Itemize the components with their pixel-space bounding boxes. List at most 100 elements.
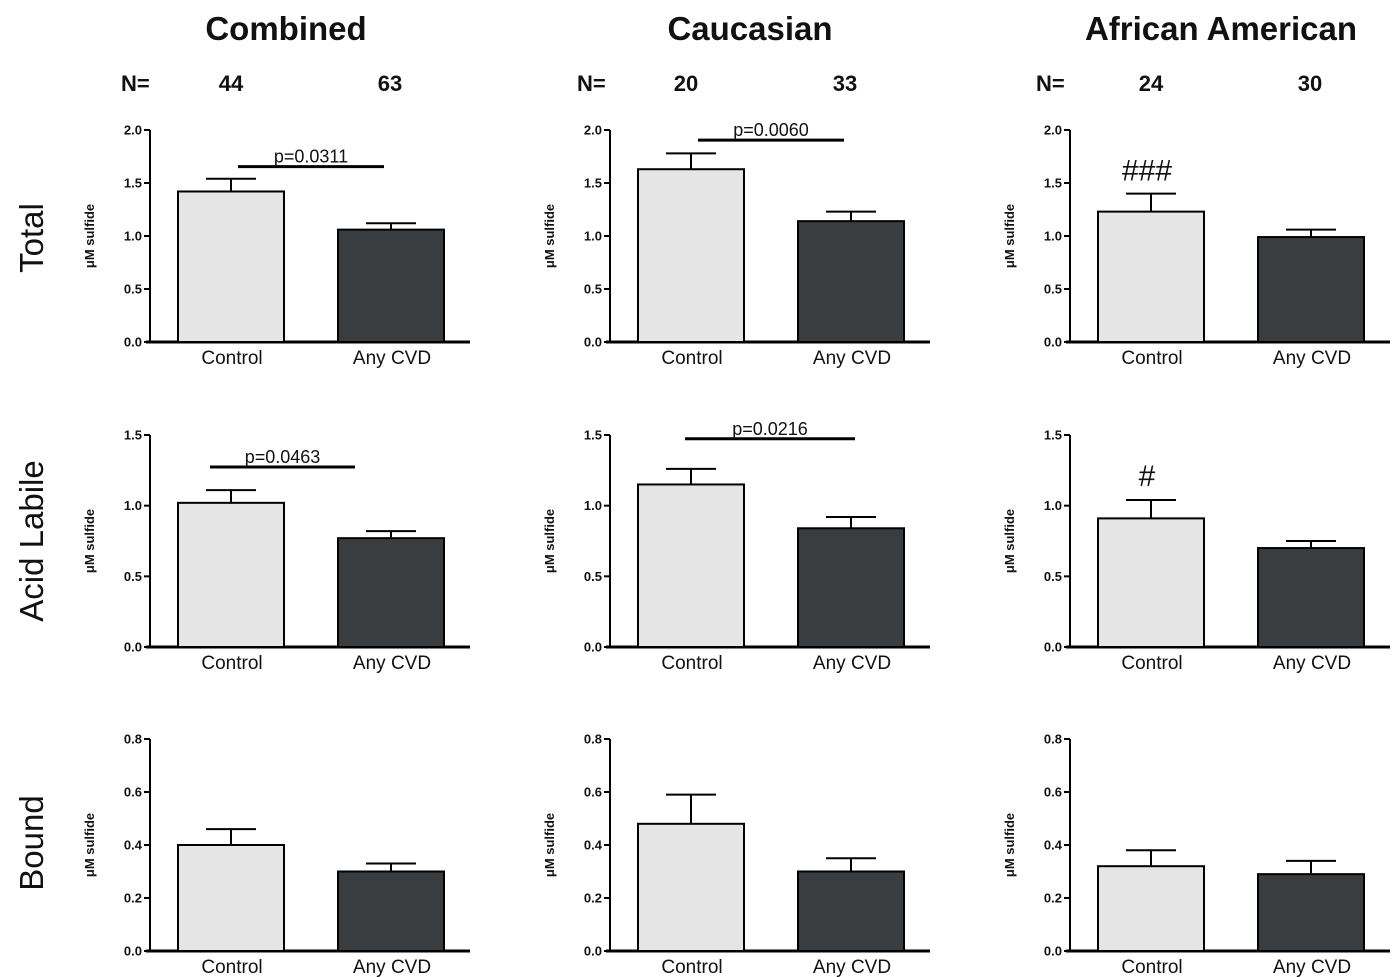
panel-acid-labile-caucasian: 0.0 0.5 1.0 1.5 μM sulfide Control Any CVD p=0.… <box>542 419 930 674</box>
y-tick-label: 1.0 <box>1044 498 1062 513</box>
category-label: Any CVD <box>813 653 891 674</box>
bar-control <box>1097 865 1205 953</box>
category-label: Control <box>201 957 262 977</box>
y-tick-label: 1.5 <box>584 176 602 191</box>
y-tick-label: 1.0 <box>124 229 142 244</box>
bar-any-cvd <box>797 220 905 343</box>
panel-total-combined: 0.0 0.5 1.0 1.5 2.0 μM sulfide Control Any CVD p… <box>82 123 470 369</box>
y-axis-label: μM sulfide <box>542 204 557 268</box>
y-tick-label: 1.5 <box>1044 176 1062 191</box>
y-tick-label: 0.8 <box>584 732 602 747</box>
category-label: Control <box>1121 957 1182 977</box>
y-tick-label: 1.0 <box>584 229 602 244</box>
n-label: N= <box>1036 71 1065 96</box>
n-count-any-cvd: 33 <box>833 71 857 96</box>
p-value-label: p=0.0311 <box>274 147 348 167</box>
bar-any-cvd <box>797 870 905 952</box>
y-tick-label: 0.0 <box>124 335 142 350</box>
y-tick-label: 0.4 <box>584 838 603 853</box>
category-label: Any CVD <box>813 348 891 369</box>
y-tick-label: 0.5 <box>584 569 602 584</box>
category-label: Control <box>201 348 262 369</box>
bar-control <box>177 501 285 648</box>
y-tick-label: 0.6 <box>584 785 602 800</box>
y-tick-label: 1.0 <box>1044 229 1062 244</box>
y-tick-label: 0.2 <box>584 891 602 906</box>
bar-control <box>637 483 745 649</box>
y-tick-label: 2.0 <box>584 123 602 138</box>
y-axis-label: μM sulfide <box>542 813 557 877</box>
y-tick-label: 0.5 <box>124 282 142 297</box>
y-tick-label: 0.0 <box>1044 335 1062 350</box>
n-label: N= <box>121 71 150 96</box>
category-label: Any CVD <box>353 957 431 977</box>
y-tick-label: 0.8 <box>124 732 142 747</box>
y-tick-label: 0.0 <box>584 944 602 959</box>
n-count-any-cvd: 30 <box>1298 71 1322 96</box>
y-tick-label: 1.5 <box>584 428 602 443</box>
category-label: Any CVD <box>1273 653 1351 674</box>
panel-acid-labile-african-american: 0.0 0.5 1.0 1.5 μM sulfide Control Any CVD # <box>1002 428 1390 674</box>
y-tick-label: 0.2 <box>124 891 142 906</box>
y-axis-label: μM sulfide <box>1002 813 1017 877</box>
panel-total-african-american: 0.0 0.5 1.0 1.5 2.0 μM sulfide Control Any CVD #… <box>1002 123 1390 369</box>
panel-acid-labile-combined: 0.0 0.5 1.0 1.5 μM sulfide Control Any CVD p=0.… <box>82 428 470 674</box>
y-tick-label: 0.4 <box>1044 838 1063 853</box>
category-label: Control <box>201 653 262 674</box>
row-label-acid-labile: Acid Labile <box>13 460 50 621</box>
y-tick-label: 1.0 <box>584 498 602 513</box>
y-tick-label: 0.2 <box>1044 891 1062 906</box>
panel-bound-combined: 0.0 0.2 0.4 0.6 0.8 μM sulfide Control Any CVD <box>82 732 470 977</box>
bar-any-cvd <box>1257 236 1365 343</box>
category-label: Control <box>661 348 722 369</box>
column-title-african-american: African American <box>1085 10 1357 47</box>
y-tick-label: 0.6 <box>1044 785 1062 800</box>
category-label: Any CVD <box>1273 348 1351 369</box>
panel-bound-caucasian: 0.0 0.2 0.4 0.6 0.8 μM sulfide Control Any CVD <box>542 732 930 977</box>
bar-any-cvd <box>1257 547 1365 648</box>
y-tick-label: 0.0 <box>124 944 142 959</box>
panels: 0.0 0.5 1.0 1.5 2.0 μM sulfide Control Any CVD p… <box>82 120 1390 977</box>
y-axis-label: μM sulfide <box>82 509 97 573</box>
y-tick-label: 1.5 <box>124 428 142 443</box>
y-tick-label: 0.5 <box>1044 282 1062 297</box>
n-count-control: 24 <box>1139 71 1164 96</box>
y-tick-label: 1.5 <box>124 176 142 191</box>
category-label: Any CVD <box>353 653 431 674</box>
bar-any-cvd <box>337 537 445 649</box>
panel-bound-african-american: 0.0 0.2 0.4 0.6 0.8 μM sulfide Control Any CVD <box>1002 732 1390 977</box>
n-count-control: 44 <box>219 71 244 96</box>
y-tick-label: 0.5 <box>584 282 602 297</box>
category-label: Any CVD <box>813 957 891 977</box>
y-tick-label: 2.0 <box>1044 123 1062 138</box>
n-label: N= <box>577 71 606 96</box>
y-tick-label: 1.5 <box>1044 428 1062 443</box>
category-label: Any CVD <box>353 348 431 369</box>
column-title-combined: Combined <box>205 10 366 47</box>
p-value-label: p=0.0060 <box>733 120 809 140</box>
panel-total-caucasian: 0.0 0.5 1.0 1.5 2.0 μM sulfide Control Any CVD p… <box>542 120 930 369</box>
bar-any-cvd <box>1257 873 1365 953</box>
y-tick-label: 2.0 <box>124 123 142 138</box>
y-tick-label: 0.8 <box>1044 732 1062 747</box>
category-label: Control <box>661 957 722 977</box>
y-tick-label: 1.0 <box>124 498 142 513</box>
y-axis-label: μM sulfide <box>1002 204 1017 268</box>
y-tick-label: 0.0 <box>584 640 602 655</box>
y-tick-label: 0.5 <box>1044 569 1062 584</box>
n-count-any-cvd: 63 <box>378 71 402 96</box>
y-axis-label: μM sulfide <box>82 204 97 268</box>
p-value-label: p=0.0216 <box>732 419 808 439</box>
bar-control <box>637 168 745 343</box>
category-label: Control <box>1121 653 1182 674</box>
bar-control <box>177 190 285 343</box>
y-axis-label: μM sulfide <box>542 509 557 573</box>
significance-mark: # <box>1139 460 1156 493</box>
y-tick-label: 0.0 <box>1044 944 1062 959</box>
category-label: Any CVD <box>1273 957 1351 977</box>
y-tick-label: 0.4 <box>124 838 143 853</box>
bar-control <box>637 822 745 952</box>
n-count-control: 20 <box>674 71 698 96</box>
bar-control <box>1097 210 1205 343</box>
